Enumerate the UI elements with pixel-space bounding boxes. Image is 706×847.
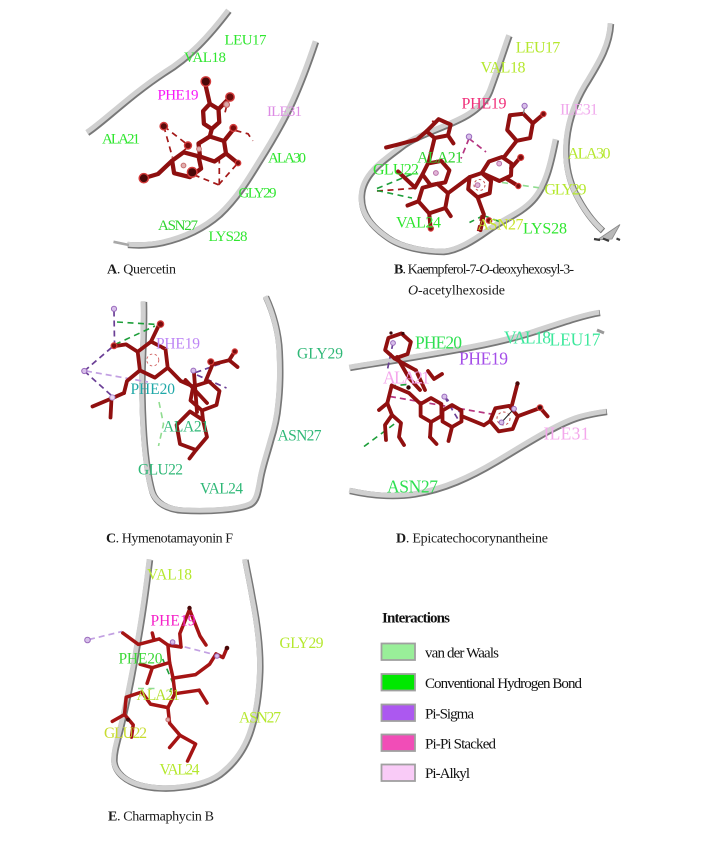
svg-text:ALA21: ALA21 [137, 687, 181, 704]
svg-text:VAL18: VAL18 [481, 60, 526, 77]
svg-text:ASN27: ASN27 [239, 710, 281, 727]
svg-text:ASN27: ASN27 [158, 218, 199, 234]
svg-text:Pi-Alkyl: Pi-Alkyl [425, 766, 470, 782]
svg-text:ALA30: ALA30 [268, 151, 306, 167]
svg-text:GLY29: GLY29 [545, 182, 587, 199]
svg-text:C. Hymenotamayonin F: C. Hymenotamayonin F [106, 532, 233, 547]
svg-text:VAL24: VAL24 [396, 215, 441, 232]
svg-text:GLU22: GLU22 [373, 162, 419, 179]
svg-text:PHE20: PHE20 [415, 333, 462, 353]
svg-text:Pi-Sigma: Pi-Sigma [425, 707, 474, 723]
svg-text:O-acetylhexoside: O-acetylhexoside [408, 284, 505, 299]
svg-text:PHE19: PHE19 [462, 96, 507, 113]
svg-text:A. Quercetin: A. Quercetin [107, 263, 176, 278]
svg-text:LYS28: LYS28 [209, 229, 248, 245]
svg-text:GLU22: GLU22 [138, 462, 183, 479]
svg-text:ALA21: ALA21 [163, 419, 209, 436]
svg-text:PHE19: PHE19 [151, 613, 196, 630]
svg-text:GLY29: GLY29 [297, 346, 343, 363]
svg-text:Pi-Pi Stacked: Pi-Pi Stacked [425, 737, 497, 753]
svg-text:GLY29: GLY29 [239, 186, 277, 202]
svg-text:ALA21: ALA21 [383, 368, 430, 388]
svg-text:LEU17: LEU17 [550, 330, 601, 350]
svg-text:LEU17: LEU17 [516, 40, 561, 57]
svg-text:PHE19: PHE19 [156, 336, 200, 353]
svg-text:VAL18: VAL18 [147, 567, 192, 584]
svg-text:Conventional Hydrogen Bond: Conventional Hydrogen Bond [425, 676, 583, 692]
svg-text:ALA30: ALA30 [568, 146, 611, 163]
svg-text:PHE19: PHE19 [459, 349, 508, 369]
svg-text:Interactions: Interactions [382, 611, 450, 627]
svg-text:van der Waals: van der Waals [425, 646, 499, 662]
svg-text:GLY29: GLY29 [280, 635, 324, 652]
svg-text:LEU17: LEU17 [225, 33, 268, 49]
svg-text:ILE31: ILE31 [267, 104, 302, 120]
svg-text:D. Epicatechocorynantheine: D. Epicatechocorynantheine [396, 532, 548, 547]
svg-text:PHE20: PHE20 [131, 381, 176, 398]
svg-text:ALA21: ALA21 [102, 132, 140, 148]
svg-text:ALA21: ALA21 [417, 150, 463, 167]
svg-text:VAL18: VAL18 [184, 50, 226, 66]
svg-text:LYS28: LYS28 [523, 221, 567, 238]
svg-text:PHE20: PHE20 [119, 651, 163, 668]
svg-text:VAL18: VAL18 [504, 328, 551, 348]
svg-text:ILE31: ILE31 [560, 102, 598, 119]
svg-text:B. Kaempferol-7-O-deoxyhexosyl: B. Kaempferol-7-O-deoxyhexosyl-3- [394, 263, 574, 278]
svg-text:VAL24: VAL24 [200, 481, 243, 498]
svg-text:ASN27: ASN27 [278, 428, 322, 445]
svg-text:GLU22: GLU22 [104, 725, 147, 742]
svg-text:VAL24: VAL24 [160, 762, 200, 779]
svg-text:E. Charmaphycin B: E. Charmaphycin B [108, 810, 214, 825]
svg-text:PHE19: PHE19 [158, 88, 199, 104]
svg-text:ILE31: ILE31 [544, 424, 590, 444]
svg-text:ASN27: ASN27 [478, 217, 524, 234]
svg-text:ASN27: ASN27 [387, 477, 438, 497]
